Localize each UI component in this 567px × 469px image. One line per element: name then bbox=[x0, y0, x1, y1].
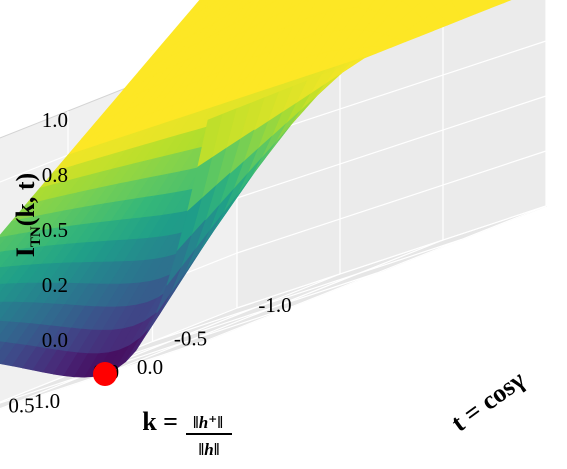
grid-line-z bbox=[236, 95, 547, 199]
x-axis-label-numerator: ‖h⁺‖ bbox=[193, 413, 223, 432]
x-axis-label-denominator: ‖h‖ bbox=[198, 440, 219, 459]
grid-line-t bbox=[0, 339, 209, 410]
y-tick-label: -1.0 bbox=[258, 293, 291, 317]
y-axis-label: t = cosγ bbox=[446, 365, 530, 437]
y-tick-label: 0.5 bbox=[8, 394, 34, 418]
x-tick-label: 0.0 bbox=[137, 355, 163, 379]
surface-mesh bbox=[0, 0, 512, 378]
y-tick-label: -0.5 bbox=[174, 327, 207, 351]
x-tick-label: 1.0 bbox=[34, 389, 60, 413]
minimum-point-marker bbox=[93, 362, 117, 386]
x-axis-label: k = bbox=[142, 407, 178, 436]
grid-line-z bbox=[236, 205, 547, 309]
tick-labels: 0.01.02.03.01.00.50.0-0.5-1.00.00.20.50.… bbox=[8, 108, 291, 418]
grid-line-t bbox=[0, 305, 293, 404]
surface-facet bbox=[166, 235, 192, 286]
z-tick-label: 0.8 bbox=[42, 163, 68, 187]
z-axis-label: ITN(k, t) bbox=[11, 173, 44, 257]
z-tick-label: 0.5 bbox=[42, 218, 68, 242]
grid-line-z bbox=[236, 150, 547, 254]
grid-line-t bbox=[152, 238, 462, 343]
z-tick-label: 0.2 bbox=[42, 273, 68, 297]
z-tick-label: 0.0 bbox=[42, 328, 68, 352]
z-tick-label: 1.0 bbox=[42, 108, 68, 132]
surface-facet bbox=[502, 0, 512, 4]
surface-facet bbox=[486, 0, 505, 9]
marked-point bbox=[93, 362, 117, 386]
